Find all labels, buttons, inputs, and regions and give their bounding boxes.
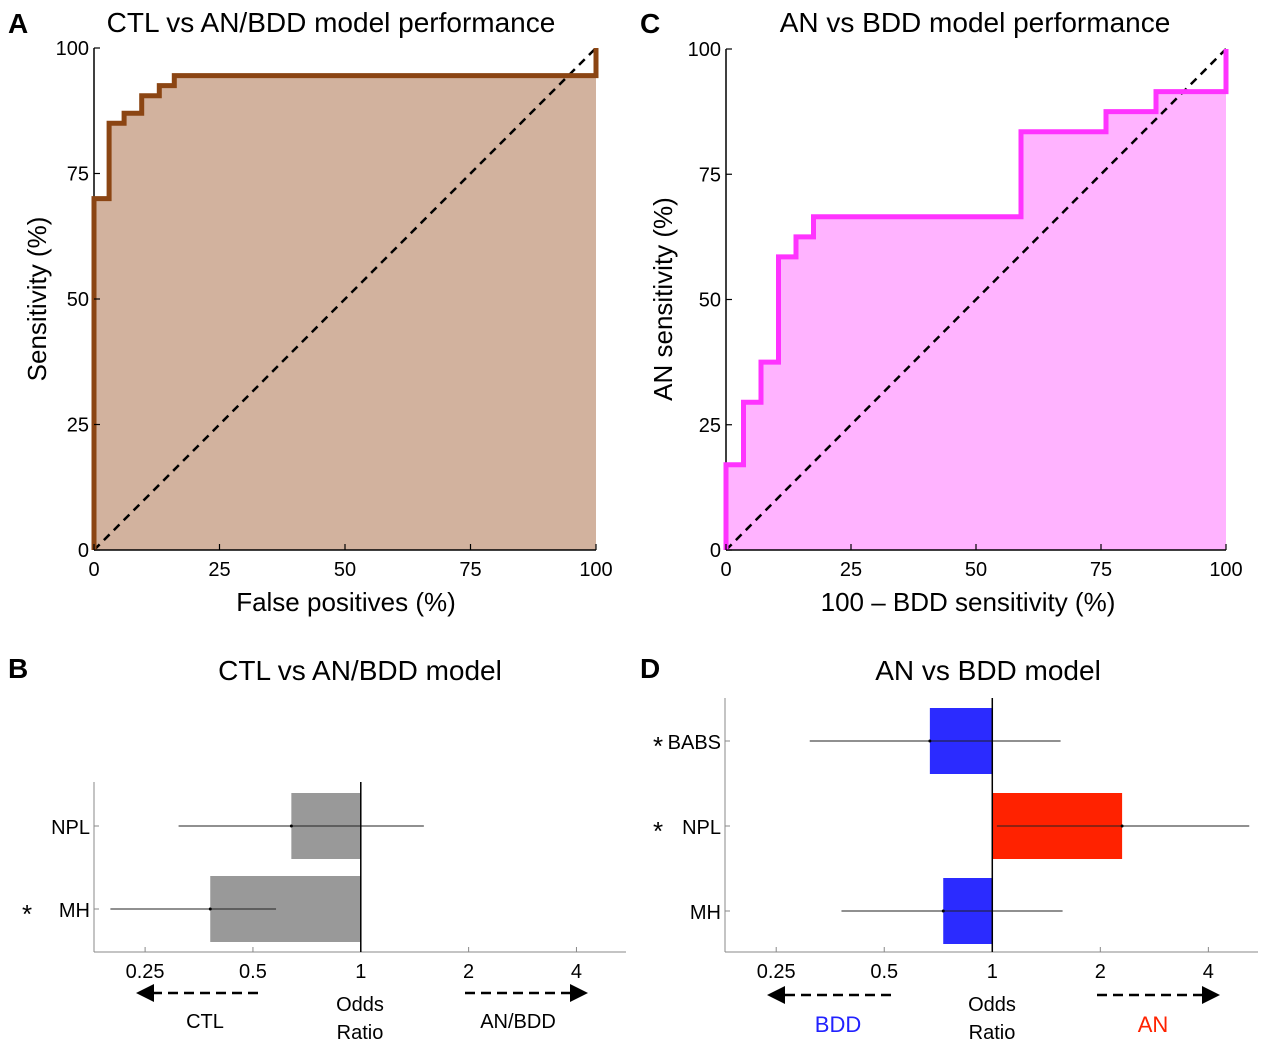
odds-d-xtick-label: 1	[987, 961, 998, 983]
roc-c-xtick-label: 100	[1209, 559, 1242, 581]
odds-b-xtick-label: 2	[463, 961, 474, 983]
odds-panel-b: CTL vs AN/BDD model 0.25 0.5 1 2 4 NPL MH * Odd…	[22, 655, 626, 1042]
roc-c-ytick-label: 50	[699, 290, 721, 312]
roc-c-curve	[723, 49, 1229, 550]
odds-b-category-label: MH	[59, 900, 90, 922]
panel-d-right-arrowhead	[1202, 986, 1220, 1004]
roc-c-ticks: 0 25 50 75 100 0 25 50 75 100	[688, 39, 1243, 581]
roc-c-ytick-label: 75	[699, 164, 721, 186]
roc-c-ytick-label: 25	[699, 415, 721, 437]
odds-b-xtick-label: 0.25	[126, 961, 165, 983]
panel-letter-d: D	[640, 653, 660, 684]
odds-b-point	[289, 824, 293, 828]
roc-panel-a: CTL vs AN/BDD model performance 0 25 50 75 1…	[22, 7, 613, 617]
roc-c-ytick-label: 100	[688, 39, 721, 61]
panel-c-ylabel: AN sensitivity (%)	[648, 197, 678, 401]
roc-a-xtick-label: 75	[459, 559, 481, 581]
odds-d-point	[928, 739, 932, 743]
roc-c-xtick-label: 50	[965, 559, 987, 581]
panel-d-left-label: BDD	[815, 1012, 861, 1037]
roc-c-xtick-label: 75	[1090, 559, 1112, 581]
odds-b-xtick-label: 0.5	[239, 961, 267, 983]
panel-d-left-arrowhead	[767, 986, 785, 1004]
panel-b-left-arrowhead	[136, 984, 154, 1002]
roc-a-ytick-label: 100	[56, 38, 89, 60]
roc-a-xtick-label: 0	[88, 559, 99, 581]
odds-b-significance-star: *	[22, 899, 32, 929]
panel-letter-a: A	[8, 8, 28, 39]
odds-b-xtick-label: 1	[355, 961, 366, 983]
roc-a-ytick-label: 0	[78, 540, 89, 562]
odds-b-point	[208, 907, 212, 911]
panel-a-xlabel: False positives (%)	[236, 587, 456, 617]
roc-a-ytick-label: 75	[67, 164, 89, 186]
odds-b-plot: 0.25 0.5 1 2 4 NPL MH *	[22, 782, 626, 983]
odds-d-point	[941, 909, 945, 913]
roc-c-xtick-label: 0	[720, 559, 731, 581]
panel-b-odds-word: Odds	[336, 994, 384, 1016]
odds-d-category-label: NPL	[682, 817, 721, 839]
odds-d-xtick-label: 0.25	[757, 961, 796, 983]
odds-b-xtick-label: 4	[571, 961, 582, 983]
roc-a-xtick-label: 25	[208, 559, 230, 581]
panel-b-right-arrowhead	[570, 984, 588, 1002]
panel-b-left-label: CTL	[186, 1011, 224, 1033]
odds-d-significance-star: *	[653, 731, 663, 761]
panel-c-title: AN vs BDD model performance	[780, 7, 1171, 38]
panel-a-ylabel: Sensitivity (%)	[22, 217, 52, 382]
odds-d-point	[1120, 824, 1124, 828]
panel-b-right-label: AN/BDD	[480, 1011, 556, 1033]
odds-d-category-label: BABS	[668, 732, 721, 754]
roc-a-curve	[91, 48, 599, 550]
roc-a-ticks: 0 25 50 75 100 0 25 50 75 100	[56, 38, 613, 581]
panel-c-xlabel: 100 – BDD sensitivity (%)	[821, 587, 1116, 617]
odds-d-category-label: MH	[690, 902, 721, 924]
panel-d-odds-word: Odds	[968, 994, 1016, 1016]
panel-letter-c: C	[640, 8, 660, 39]
odds-d-xtick-label: 0.5	[870, 961, 898, 983]
roc-panel-c: AN vs BDD model performance 0 25 50 75 100 0 2…	[648, 7, 1243, 617]
panel-d-right-label: AN	[1138, 1012, 1169, 1037]
odds-d-xtick-label: 2	[1095, 961, 1106, 983]
roc-c-chance-line	[725, 48, 1227, 551]
roc-c-xtick-label: 25	[840, 559, 862, 581]
panel-b-ratio-word: Ratio	[337, 1022, 384, 1042]
odds-d-significance-star: *	[653, 816, 663, 846]
roc-c-ytick-label: 0	[710, 540, 721, 562]
panel-a-title: CTL vs AN/BDD model performance	[107, 7, 556, 38]
odds-d-xtick-label: 4	[1203, 961, 1214, 983]
roc-a-xtick-label: 50	[334, 559, 356, 581]
roc-a-ytick-label: 50	[67, 289, 89, 311]
panel-letter-b: B	[8, 653, 28, 684]
panel-d-title: AN vs BDD model	[875, 655, 1101, 686]
panel-d-ratio-word: Ratio	[969, 1022, 1016, 1042]
panel-b-title: CTL vs AN/BDD model	[218, 655, 502, 686]
roc-a-chance-line	[93, 47, 597, 551]
roc-a-ytick-label: 25	[67, 415, 89, 437]
odds-b-category-label: NPL	[51, 817, 90, 839]
roc-a-xtick-label: 100	[579, 559, 612, 581]
